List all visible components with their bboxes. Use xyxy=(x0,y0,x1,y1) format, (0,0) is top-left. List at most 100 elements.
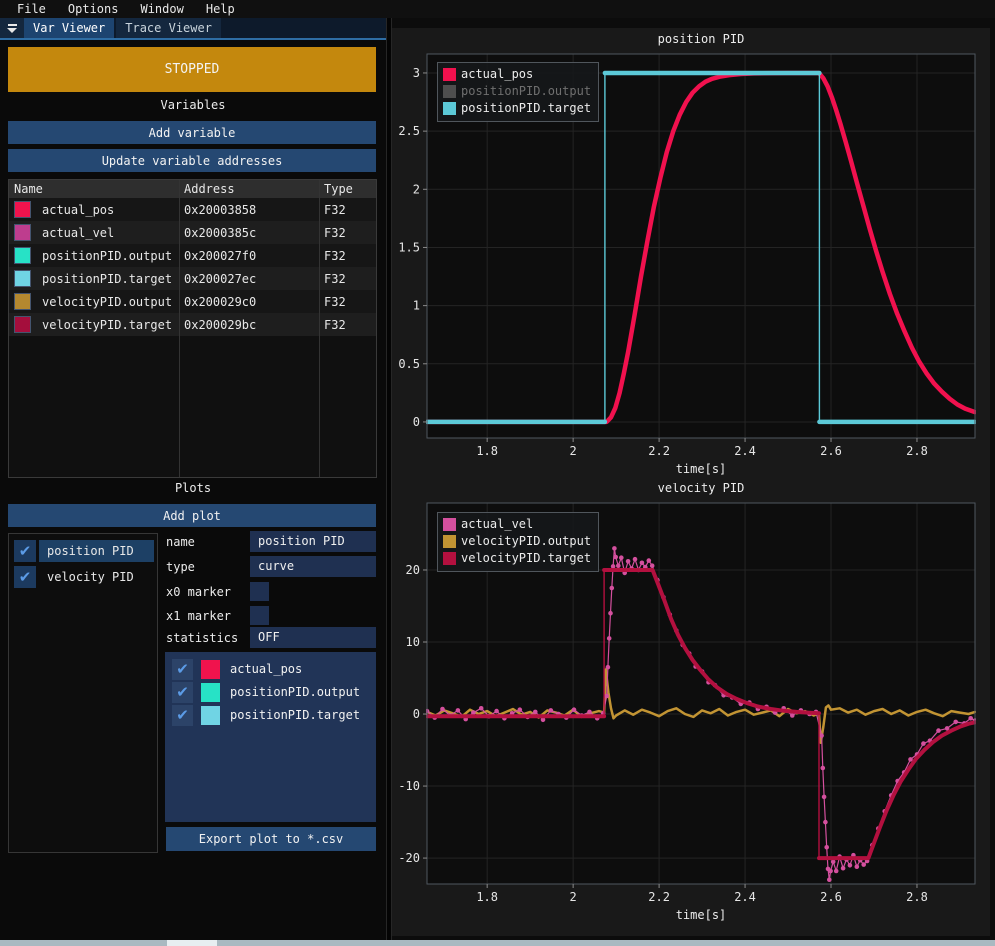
table-row[interactable]: velocityPID.target0x200029bcF32 xyxy=(9,313,376,336)
statistics-toggle[interactable]: OFF xyxy=(250,627,376,648)
series-row: ✔ positionPID.output xyxy=(172,682,360,703)
stopped-button[interactable]: STOPPED xyxy=(8,47,376,92)
variable-type: F32 xyxy=(319,203,376,217)
variable-address: 0x200029bc xyxy=(179,318,319,332)
plot-list-label[interactable]: velocity PID xyxy=(39,566,154,588)
variable-name-cell: positionPID.output xyxy=(9,247,179,264)
tab-list-chevron-icon xyxy=(7,24,17,33)
horizontal-scrollbar-track[interactable] xyxy=(0,940,995,946)
y-tick-label: 3 xyxy=(413,66,420,80)
y-tick-label: 0 xyxy=(413,707,420,721)
series-color-swatch[interactable] xyxy=(201,683,220,702)
tab-trace-viewer[interactable]: Trace Viewer xyxy=(116,18,221,38)
series-color-swatch[interactable] xyxy=(201,660,220,679)
checkmark-icon: ✔ xyxy=(19,570,32,585)
menu-item-help[interactable]: Help xyxy=(195,0,246,18)
y-tick-label: 20 xyxy=(406,563,420,577)
update-variable-addresses-button[interactable]: Update variable addresses xyxy=(8,149,376,172)
series-color-swatch[interactable] xyxy=(201,706,220,725)
legend-entry[interactable]: actual_pos xyxy=(443,66,591,83)
series-row: ✔ actual_pos xyxy=(172,659,302,680)
horizontal-scrollbar-thumb[interactable] xyxy=(167,940,217,946)
legend-entry[interactable]: actual_vel xyxy=(443,516,591,533)
variable-color-swatch[interactable] xyxy=(14,224,31,241)
x-axis-label: time[s] xyxy=(676,462,727,476)
table-row[interactable]: positionPID.output0x200027f0F32 xyxy=(9,244,376,267)
variable-color-swatch[interactable] xyxy=(14,201,31,218)
plot-list: ✔ position PID ✔ velocity PID xyxy=(8,533,158,853)
variable-name: velocityPID.target xyxy=(42,318,172,332)
variable-color-swatch[interactable] xyxy=(14,247,31,264)
checkmark-icon: ✔ xyxy=(19,544,32,559)
series-row: ✔ positionPID.target xyxy=(172,705,360,726)
chart-title: velocity PID xyxy=(658,483,745,495)
menu-item-window[interactable]: Window xyxy=(129,0,194,18)
variable-type: F32 xyxy=(319,226,376,240)
table-column-separator[interactable] xyxy=(179,180,180,477)
legend-entry[interactable]: velocityPID.target xyxy=(443,550,591,567)
tab-list-button[interactable] xyxy=(0,18,24,38)
plot-list-label[interactable]: position PID xyxy=(39,540,154,562)
variable-color-swatch[interactable] xyxy=(14,316,31,333)
variable-name: positionPID.target xyxy=(42,272,172,286)
legend-label: velocityPID.output xyxy=(461,533,591,550)
x-tick-label: 2.6 xyxy=(820,890,842,904)
legend-color-swatch xyxy=(443,85,456,98)
variable-color-swatch[interactable] xyxy=(14,293,31,310)
legend-label: actual_pos xyxy=(461,66,533,83)
add-variable-button[interactable]: Add variable xyxy=(8,121,376,144)
plot-visibility-checkbox[interactable]: ✔ xyxy=(14,540,36,562)
legend-color-swatch xyxy=(443,102,456,115)
legend-entry[interactable]: positionPID.target xyxy=(443,100,591,117)
series-visibility-checkbox[interactable]: ✔ xyxy=(172,659,193,680)
series-label: actual_pos xyxy=(230,659,302,680)
tab-var-viewer[interactable]: Var Viewer xyxy=(24,18,114,38)
x-tick-label: 2.4 xyxy=(734,444,756,458)
x1-marker-checkbox[interactable] xyxy=(250,606,269,625)
menu-item-options[interactable]: Options xyxy=(57,0,130,18)
plot-window: 1.822.22.42.62.800.511.522.53position PI… xyxy=(392,28,990,936)
x-tick-label: 2.6 xyxy=(820,444,842,458)
variable-address: 0x200027ec xyxy=(179,272,319,286)
table-row[interactable]: actual_vel 0x2000385cF32 xyxy=(9,221,376,244)
legend-color-swatch xyxy=(443,68,456,81)
plot-type-select[interactable]: curve xyxy=(250,556,376,577)
x0-marker-checkbox[interactable] xyxy=(250,582,269,601)
variable-name-cell: positionPID.target xyxy=(9,270,179,287)
x-tick-label: 2.2 xyxy=(648,444,670,458)
series-label: positionPID.output xyxy=(230,682,360,703)
y-tick-label: 0 xyxy=(413,415,420,429)
table-row[interactable]: positionPID.target0x200027ecF32 xyxy=(9,267,376,290)
legend-entry[interactable]: velocityPID.output xyxy=(443,533,591,550)
series-visibility-checkbox[interactable]: ✔ xyxy=(172,682,193,703)
plot-visibility-checkbox[interactable]: ✔ xyxy=(14,566,36,588)
table-row[interactable]: actual_pos0x20003858F32 xyxy=(9,198,376,221)
menu-item-file[interactable]: File xyxy=(6,0,57,18)
x-tick-label: 1.8 xyxy=(476,444,498,458)
variable-address: 0x200029c0 xyxy=(179,295,319,309)
statistics-label: statistics xyxy=(166,627,238,649)
plot-list-item: ✔ position PID xyxy=(14,540,154,562)
plot-list-item: ✔ velocity PID xyxy=(14,566,154,588)
plot-name-label: name xyxy=(166,531,195,553)
legend-entry[interactable]: positionPID.output xyxy=(443,83,591,100)
variable-name: actual_pos xyxy=(42,203,114,217)
plot-name-input[interactable]: position PID xyxy=(250,531,376,552)
x-tick-label: 2.8 xyxy=(906,444,928,458)
table-row[interactable]: velocityPID.output0x200029c0F32 xyxy=(9,290,376,313)
variable-address: 0x2000385c xyxy=(179,226,319,240)
table-column-separator[interactable] xyxy=(319,180,320,477)
x-tick-label: 2.4 xyxy=(734,890,756,904)
series-label: positionPID.target xyxy=(230,705,360,726)
plots-section-title: Plots xyxy=(0,481,386,495)
export-csv-button[interactable]: Export plot to *.csv xyxy=(166,827,376,851)
y-tick-label: 2.5 xyxy=(398,124,420,138)
series-visibility-checkbox[interactable]: ✔ xyxy=(172,705,193,726)
add-plot-button[interactable]: Add plot xyxy=(8,504,376,527)
legend-label: positionPID.target xyxy=(461,100,591,117)
left-panel: STOPPED Variables Add variable Update va… xyxy=(0,40,386,940)
variable-color-swatch[interactable] xyxy=(14,270,31,287)
legend-color-swatch xyxy=(443,552,456,565)
menu-bar: FileOptionsWindowHelp xyxy=(0,0,995,18)
variable-name: actual_vel xyxy=(42,226,114,240)
